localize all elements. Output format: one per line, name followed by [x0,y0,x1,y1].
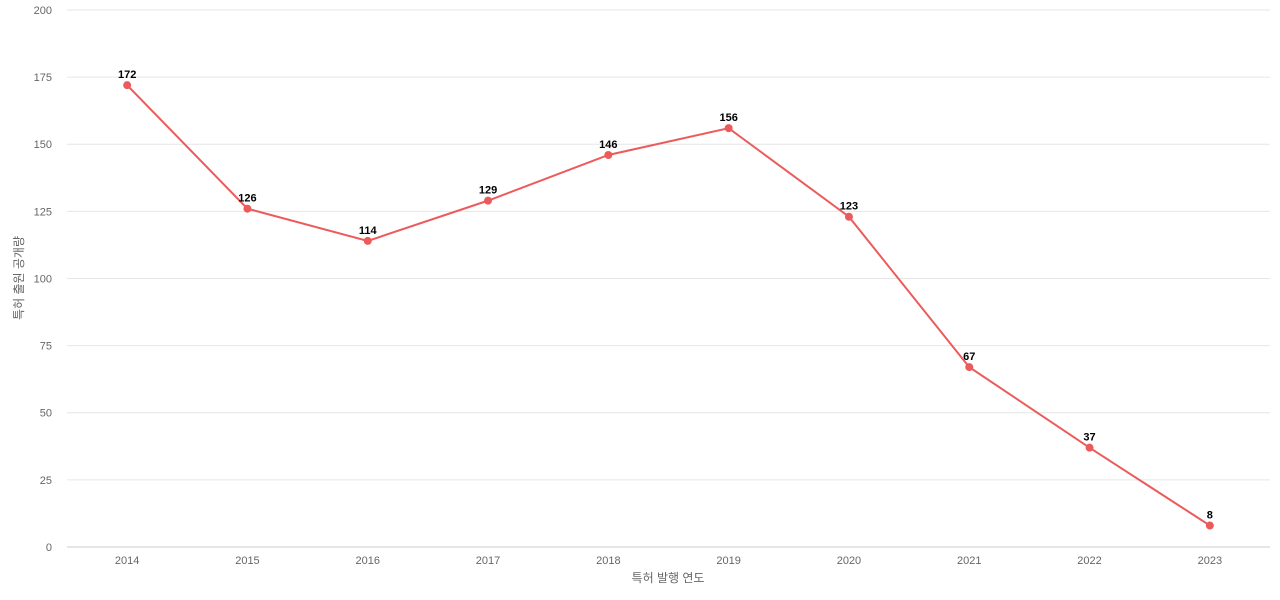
x-tick-label: 2018 [596,555,620,567]
y-tick-label: 150 [34,139,52,151]
y-tick-label: 50 [40,408,52,420]
data-point [844,212,853,221]
x-tick-label: 2022 [1077,555,1101,567]
data-point [123,81,132,90]
value-label: 8 [1207,509,1213,521]
data-point [1085,443,1094,452]
x-tick-label: 2017 [476,555,500,567]
value-label: 172 [118,69,136,81]
data-point [724,124,733,133]
y-tick-label: 25 [40,475,52,487]
data-point [363,236,372,245]
x-tick-label: 2020 [837,555,861,567]
data-line [126,84,1211,527]
x-axis-title: 특허 발행 연도 [632,570,705,585]
value-label: 156 [719,112,737,124]
data-point [243,204,252,213]
x-tick-label: 2021 [957,555,981,567]
value-label: 37 [1083,432,1095,444]
data-point [604,150,613,159]
data-point [1205,521,1214,530]
y-tick-label: 200 [34,5,52,17]
y-tick-label: 125 [34,206,52,218]
y-tick-label: 75 [40,341,52,353]
y-tick-label: 100 [34,273,52,285]
data-point [484,196,493,205]
value-label: 126 [238,193,256,205]
x-tick-label: 2015 [235,555,259,567]
value-label: 146 [599,139,617,151]
x-tick-label: 2016 [356,555,380,567]
value-label: 67 [963,351,975,363]
y-axis-title: 특허 출원 공개량 [12,236,26,320]
data-point [965,363,974,372]
y-tick-label: 0 [46,542,52,554]
x-tick-label: 2023 [1198,555,1222,567]
y-tick-label: 175 [34,72,52,84]
value-label: 129 [479,185,497,197]
x-tick-label: 2019 [716,555,740,567]
x-tick-label: 2014 [115,555,139,567]
value-label: 114 [359,225,378,237]
value-label: 123 [840,201,858,213]
